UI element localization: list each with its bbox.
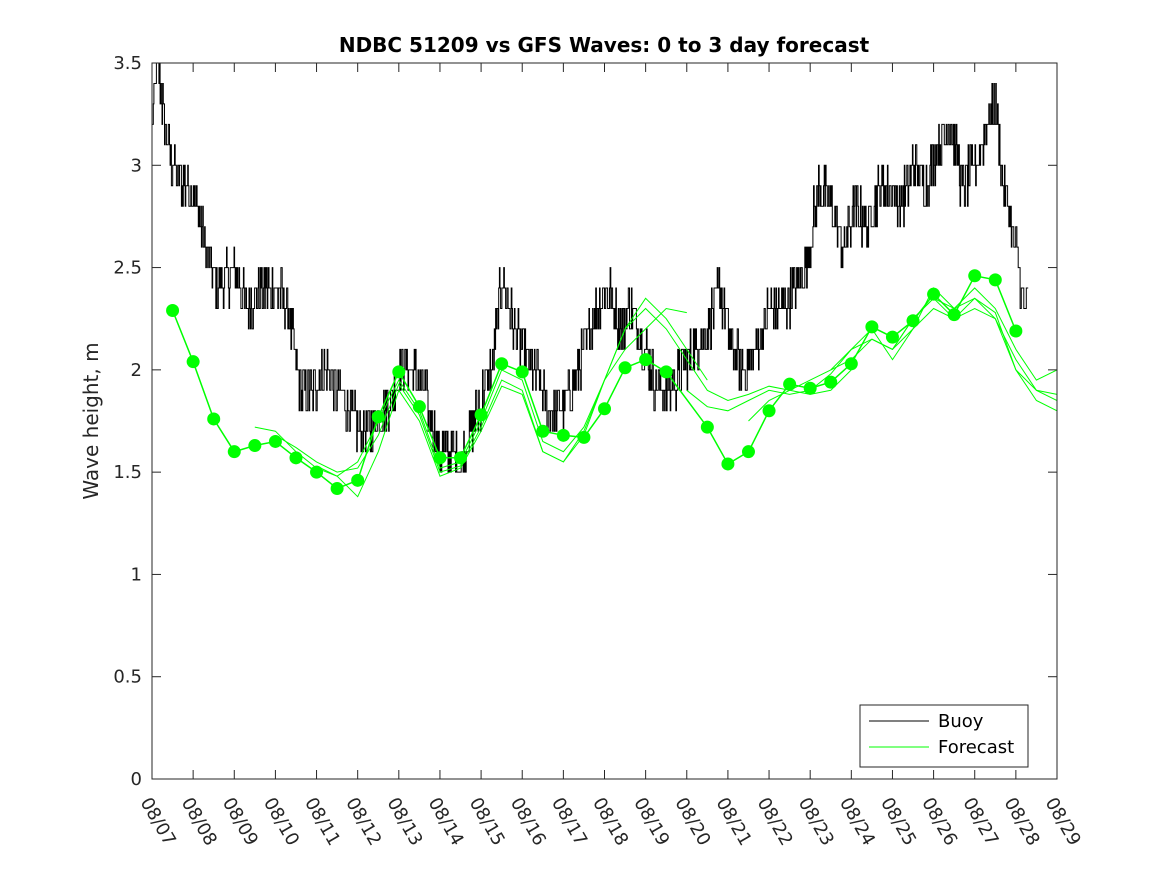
- forecast-point: [330, 482, 344, 496]
- legend: Buoy Forecast: [859, 704, 1029, 768]
- forecast-point: [248, 439, 262, 453]
- forecast-point: [988, 273, 1002, 287]
- forecast-point: [166, 304, 180, 318]
- buoy-series: [152, 63, 1029, 473]
- forecast-point: [577, 430, 591, 444]
- forecast-point: [474, 408, 488, 422]
- forecast-point: [186, 355, 200, 369]
- forecast-point: [371, 410, 385, 424]
- forecast-point: [741, 445, 755, 459]
- forecast-point: [844, 357, 858, 371]
- forecast-point: [454, 451, 468, 465]
- y-tick-label: 3: [131, 155, 142, 176]
- forecast-point: [762, 404, 776, 418]
- forecast-point: [289, 451, 303, 465]
- forecast-point: [515, 365, 529, 379]
- forecast-point: [310, 465, 324, 479]
- forecast-point: [207, 412, 221, 426]
- chart-title: NDBC 51209 vs GFS Waves: 0 to 3 day fore…: [339, 33, 870, 57]
- forecast-point: [721, 457, 735, 471]
- y-axis-label: Wave height, m: [79, 342, 103, 499]
- forecast-point: [968, 269, 982, 283]
- forecast-point: [639, 353, 653, 367]
- forecast-run-line: [254, 307, 687, 477]
- forecast-point: [803, 381, 817, 395]
- forecast-point: [433, 451, 447, 465]
- y-tick-label: 1.5: [113, 462, 142, 483]
- forecast-point: [227, 445, 241, 459]
- y-tick-label: 1: [131, 564, 142, 585]
- forecast-point: [783, 377, 797, 391]
- y-axis: 0 0.5 1 1.5 2 2.5 3 3.5: [113, 53, 1057, 790]
- forecast-series: [166, 269, 1057, 498]
- buoy-line: [152, 63, 1029, 473]
- forecast-point: [659, 365, 673, 379]
- forecast-point: [865, 320, 879, 334]
- forecast-point: [268, 434, 282, 448]
- forecast-point: [947, 308, 961, 322]
- forecast-point: [412, 400, 426, 414]
- legend-box: [859, 704, 1029, 768]
- y-tick-label: 0: [131, 769, 142, 790]
- forecast-point: [927, 287, 941, 301]
- forecast-run-line: [871, 297, 1057, 412]
- forecast-point: [392, 365, 406, 379]
- forecast-point: [885, 330, 899, 344]
- forecast-point: [536, 424, 550, 438]
- forecast-run-line: [275, 297, 708, 473]
- forecast-point: [700, 420, 714, 434]
- y-tick-label: 2.5: [113, 258, 142, 279]
- y-tick-label: 3.5: [113, 53, 142, 74]
- forecast-point: [906, 314, 920, 328]
- plot-area: [152, 63, 1057, 498]
- y-tick-label: 0.5: [113, 667, 142, 688]
- y-tick-label: 2: [131, 360, 142, 381]
- forecast-point: [556, 428, 570, 442]
- forecast-point: [1009, 324, 1023, 338]
- forecast-point: [618, 361, 632, 375]
- forecast-point: [824, 375, 838, 389]
- legend-buoy-label: Buoy: [938, 711, 984, 732]
- legend-forecast-label: Forecast: [938, 737, 1014, 758]
- forecast-point: [598, 402, 611, 416]
- forecast-point: [495, 357, 509, 371]
- forecast-point: [351, 473, 365, 487]
